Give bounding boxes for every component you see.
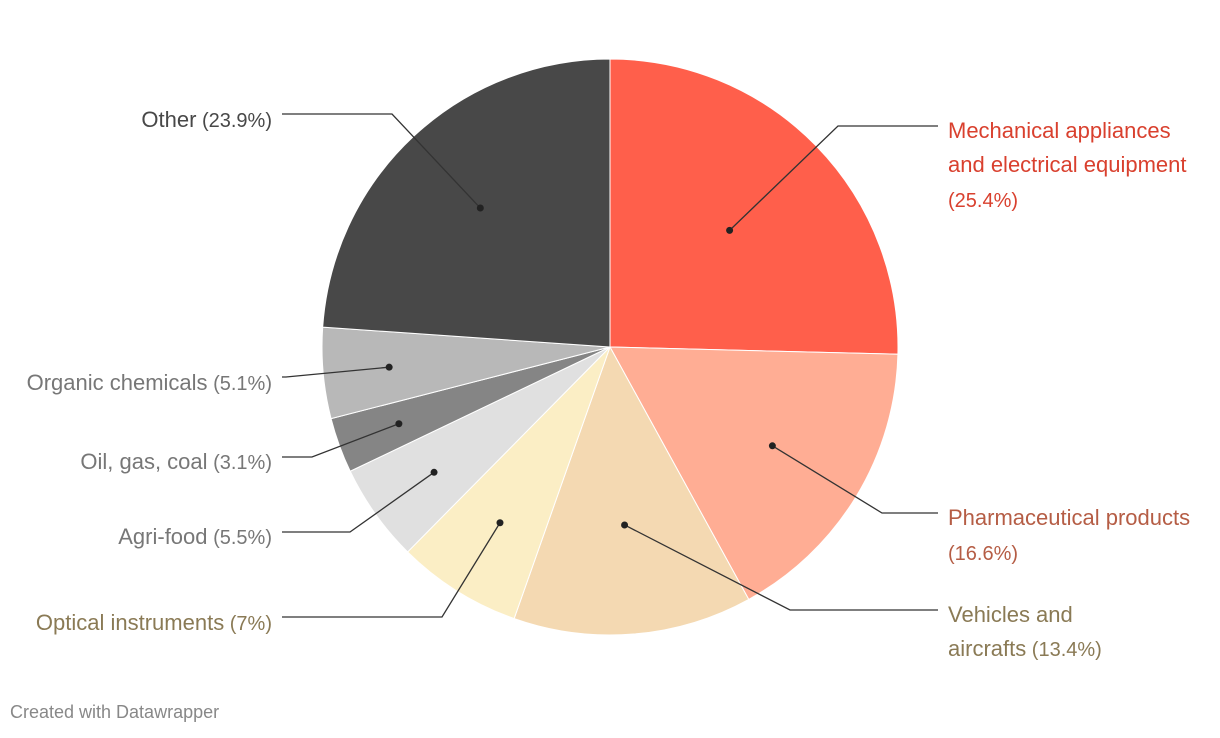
leader-dot-6 [385,363,393,371]
slice-label-name: Organic chemicals [26,370,208,395]
slice-label-7: Other (23.9%) [80,103,272,138]
leader-line-5 [282,423,400,458]
leader-line-4 [282,471,435,533]
pie-slice-2 [513,345,750,636]
leader-line-7 [282,113,481,209]
slice-label-1: Pharmaceutical products (16.6%) [948,501,1210,571]
slice-label-name: Mechanical appliances and electrical equ… [948,118,1187,177]
leader-dot-1 [768,442,776,450]
slice-label-name: Other [141,107,197,132]
slice-label-name: Optical instruments [35,610,225,635]
leader-dot-0 [726,226,734,234]
leader-line-3 [282,522,501,618]
slice-label-percent: (5.1%) [207,373,272,395]
leader-line-0 [729,125,938,231]
slice-label-percent: (13.4%) [1026,639,1102,661]
leader-line-2 [624,524,938,611]
slice-label-percent: (3.1%) [207,452,272,474]
leader-line-1 [772,445,938,514]
slice-label-4: Agri-food (5.5%) [60,520,272,555]
slice-label-name: Pharmaceutical products [948,505,1191,530]
slice-label-2: Vehicles and aircrafts (13.4%) [948,598,1148,667]
slice-label-percent: (7%) [224,613,272,635]
slice-label-name: Oil, gas, coal [80,449,208,474]
pie-slice-7 [322,58,611,348]
slice-label-5: Oil, gas, coal (3.1%) [70,445,272,480]
slice-label-percent: (16.6%) [948,543,1019,565]
slice-label-percent: (25.4%) [948,190,1019,212]
leader-dot-2 [621,521,629,529]
leader-dot-3 [496,519,504,527]
leader-line-6 [282,366,390,378]
credit-text: Created with Datawrapper [10,702,220,722]
leader-dot-7 [476,204,484,212]
slice-label-name: Agri-food [118,524,208,549]
slice-label-6: Organic chemicals (5.1%) [20,366,272,401]
slice-label-name: Vehicles and aircrafts [948,602,1073,661]
slice-label-3: Optical instruments (7%) [20,606,272,641]
slice-label-0: Mechanical appliances and electrical equ… [948,114,1210,218]
leader-dot-5 [395,420,403,428]
leader-dot-4 [430,468,438,476]
slice-label-percent: (5.5%) [207,527,272,549]
slice-label-percent: (23.9%) [196,110,272,132]
